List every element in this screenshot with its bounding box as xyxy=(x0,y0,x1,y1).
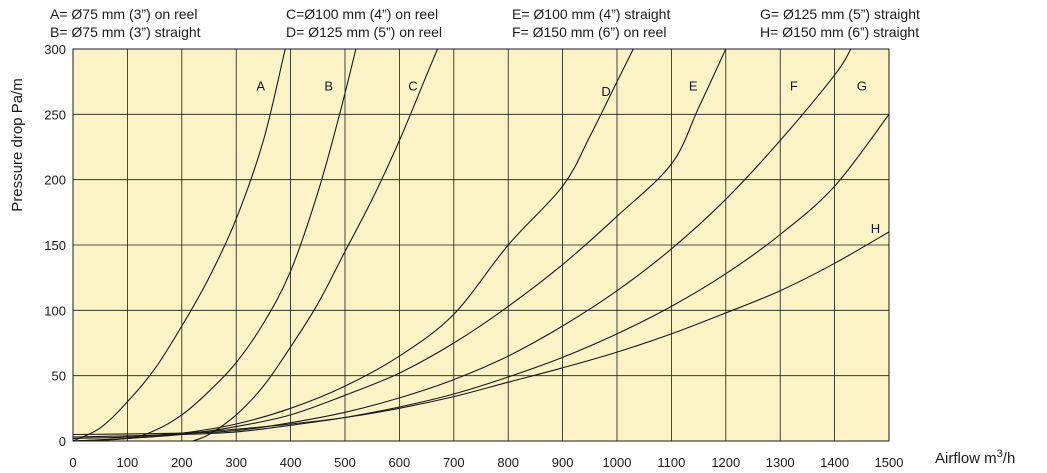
x-tick-label: 900 xyxy=(552,455,574,470)
y-tick-label: 300 xyxy=(44,42,66,57)
y-tick-label: 150 xyxy=(44,238,66,253)
x-tick-label: 1400 xyxy=(820,455,849,470)
x-tick-label: 1000 xyxy=(603,455,632,470)
x-tick-label: 300 xyxy=(225,455,247,470)
x-tick-label: 1500 xyxy=(875,455,904,470)
legend-entry: B= Ø75 mm (3”) straight xyxy=(50,24,201,40)
curve-label-a: A xyxy=(256,79,265,94)
x-tick-label: 1100 xyxy=(657,455,685,470)
curve-label-f: F xyxy=(790,79,798,94)
curve-label-c: C xyxy=(408,79,417,94)
x-tick-label: 800 xyxy=(497,455,519,470)
curve-h xyxy=(73,231,889,439)
curve-label-e: E xyxy=(689,79,698,94)
y-tick-label: 250 xyxy=(44,107,66,122)
x-axis-title: Airflow m3/h xyxy=(935,448,1015,467)
x-tick-label: 100 xyxy=(117,455,139,470)
x-tick-label: 1200 xyxy=(711,455,740,470)
curve-c xyxy=(192,49,439,441)
x-tick-label: 200 xyxy=(171,455,193,470)
y-tick-label: 50 xyxy=(52,369,66,384)
x-tick-label: 700 xyxy=(443,455,465,470)
legend-entry: G= Ø125 mm (5”) straight xyxy=(760,6,920,22)
curve-label-h: H xyxy=(871,221,880,236)
legend-entry: H= Ø150 mm (6”) straight xyxy=(760,24,919,40)
x-axis-title-sup: 3 xyxy=(997,448,1003,460)
curve-f xyxy=(73,49,852,436)
x-tick-label: 500 xyxy=(334,455,356,470)
curve-labels: A B C D E F G H xyxy=(256,79,880,236)
x-tick-label: 600 xyxy=(389,455,411,470)
curve-g xyxy=(73,113,889,438)
y-tick-label: 200 xyxy=(44,173,66,188)
legend-entry: C=Ø100 mm (4”) on reel xyxy=(286,6,438,22)
legend-entry: E= Ø100 mm (4”) straight xyxy=(512,6,670,22)
x-axis-title-tail: /h xyxy=(1003,450,1016,467)
grid xyxy=(72,48,890,442)
legend-entry: F= Ø150 mm (6”) on reel xyxy=(512,24,666,40)
legend-entry: A= Ø75 mm (3”) on reel xyxy=(50,6,197,22)
y-tick-label: 0 xyxy=(59,434,66,449)
curves xyxy=(73,49,889,441)
x-axis-title-main: Airflow m xyxy=(935,450,997,467)
x-tick-label: 0 xyxy=(69,455,76,470)
x-tick-label: 1300 xyxy=(766,455,795,470)
curve-label-b: B xyxy=(324,79,333,94)
curve-label-g: G xyxy=(857,79,867,94)
legend: A= Ø75 mm (3”) on reel B= Ø75 mm (3”) str… xyxy=(50,6,920,40)
tick-labels: 0 100 200 300 400 500 600 700 800 900 1000 1100 1200… xyxy=(44,42,903,470)
y-tick-label: 100 xyxy=(44,303,66,318)
legend-entry: D= Ø125 mm (5”) on reel xyxy=(286,24,442,40)
y-axis-title: Pressure drop Pa/m xyxy=(9,78,26,211)
curve-b xyxy=(73,49,357,441)
curve-a xyxy=(73,49,286,441)
curve-label-d: D xyxy=(601,84,610,99)
x-tick-label: 400 xyxy=(280,455,302,470)
